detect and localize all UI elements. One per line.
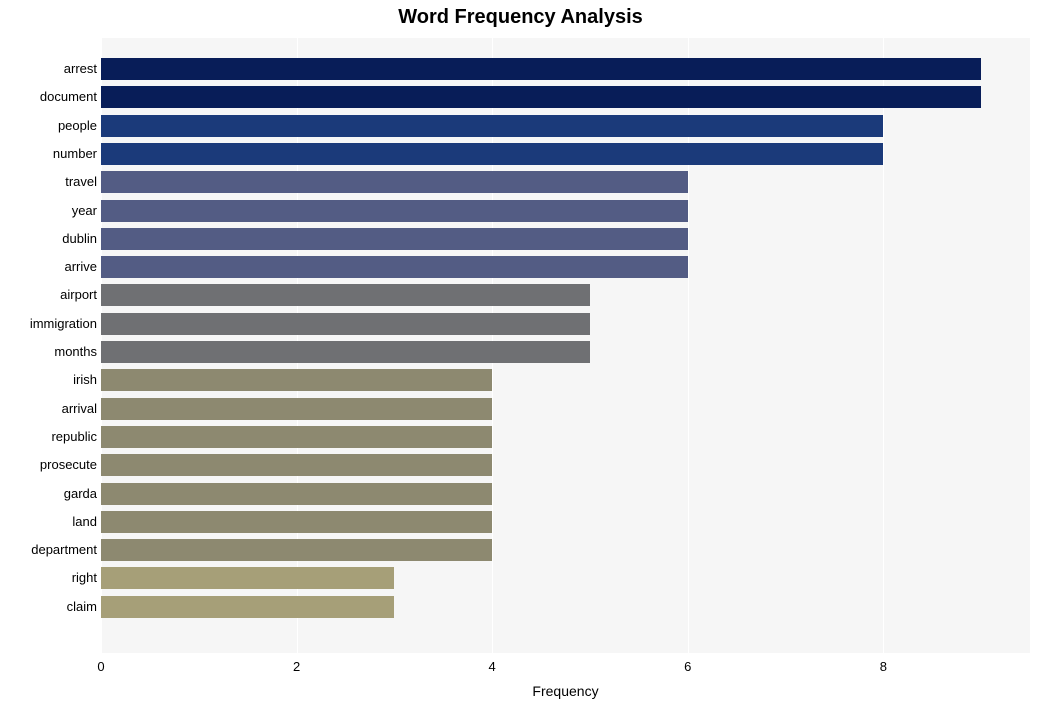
bar [101, 115, 883, 137]
bar [101, 284, 590, 306]
bar [101, 313, 590, 335]
x-tick-label: 6 [668, 659, 708, 674]
x-tick-label: 0 [81, 659, 121, 674]
bar [101, 454, 492, 476]
y-tick-label: travel [65, 171, 97, 193]
y-tick-label: right [72, 567, 97, 589]
x-tick-label: 8 [863, 659, 903, 674]
bar [101, 539, 492, 561]
bar [101, 58, 981, 80]
y-tick-label: prosecute [40, 454, 97, 476]
y-tick-label: immigration [30, 313, 97, 335]
bar [101, 511, 492, 533]
y-tick-label: arrival [62, 398, 97, 420]
y-tick-label: arrest [64, 58, 97, 80]
bar [101, 483, 492, 505]
x-axis-title: Frequency [101, 683, 1030, 699]
y-tick-label: airport [60, 284, 97, 306]
y-tick-label: department [31, 539, 97, 561]
bar [101, 171, 688, 193]
chart-title: Word Frequency Analysis [0, 6, 1041, 29]
y-tick-label: arrive [64, 256, 97, 278]
bar [101, 256, 688, 278]
y-tick-label: republic [51, 426, 97, 448]
y-tick-label: garda [64, 483, 97, 505]
y-tick-label: irish [73, 369, 97, 391]
y-tick-label: document [40, 86, 97, 108]
bar [101, 86, 981, 108]
bar [101, 200, 688, 222]
y-tick-label: months [54, 341, 97, 363]
plot-area [101, 38, 1030, 653]
x-tick-label: 2 [277, 659, 317, 674]
y-tick-label: claim [67, 596, 97, 618]
y-tick-label: dublin [62, 228, 97, 250]
bar [101, 398, 492, 420]
bar [101, 567, 394, 589]
bar [101, 341, 590, 363]
gridline [883, 38, 884, 653]
bar [101, 596, 394, 618]
bar [101, 143, 883, 165]
x-tick-label: 4 [472, 659, 512, 674]
word-frequency-chart: Word Frequency Analysis Frequency 0 2 4 6 8 a… [0, 0, 1041, 701]
y-tick-label: people [58, 115, 97, 137]
bar [101, 426, 492, 448]
y-tick-label: land [72, 511, 97, 533]
y-tick-label: year [72, 200, 97, 222]
bar [101, 228, 688, 250]
bar [101, 369, 492, 391]
y-tick-label: number [53, 143, 97, 165]
